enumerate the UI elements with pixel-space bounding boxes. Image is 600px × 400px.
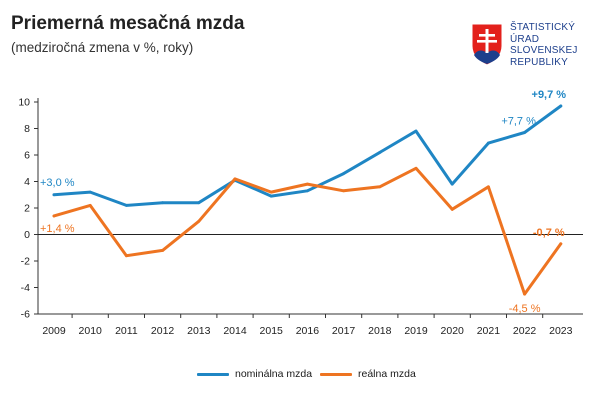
legend-item-nominal: nominálna mzda xyxy=(197,368,312,380)
data-point-real xyxy=(523,292,526,296)
legend: nominálna mzda reálna mzda xyxy=(0,368,600,384)
data-point-real xyxy=(414,166,418,170)
data-point-real xyxy=(269,190,273,194)
data-point-real xyxy=(306,182,309,186)
data-point-real xyxy=(161,249,165,252)
x-tick-label: 2009 xyxy=(42,325,66,337)
slovak-coat-of-arms-icon xyxy=(471,23,503,66)
statistical-office-logo: ŠTATISTICKÝ ÚRAD SLOVENSKEJ REPUBLIKY xyxy=(470,22,590,72)
y-tick-label: -6 xyxy=(21,309,30,321)
x-tick-label: 2022 xyxy=(513,325,537,337)
data-point-nominal xyxy=(523,131,526,134)
x-tick-label: 2014 xyxy=(223,325,247,337)
data-point-real xyxy=(342,189,345,193)
series-line-real xyxy=(52,166,563,296)
data-point-nominal xyxy=(306,189,309,193)
x-tick-label: 2019 xyxy=(404,325,428,337)
data-label: +3,0 % xyxy=(40,177,75,189)
logo-line: REPUBLIKY xyxy=(510,56,568,68)
x-tick-label: 2020 xyxy=(441,325,465,337)
data-point-real xyxy=(88,203,92,207)
x-tick-label: 2023 xyxy=(549,325,573,337)
x-tick-label: 2013 xyxy=(187,325,211,337)
data-point-nominal xyxy=(161,201,165,205)
data-point-nominal xyxy=(88,190,92,194)
data-point-real xyxy=(233,177,237,181)
data-point-nominal xyxy=(197,201,201,205)
x-tick-label: 2011 xyxy=(115,325,138,337)
legend-label-nominal: nominálna mzda xyxy=(235,368,313,380)
y-tick-label: 0 xyxy=(24,229,30,241)
y-tick-label: 6 xyxy=(24,150,30,162)
chart-subtitle: (medziročná zmena v %, roky) xyxy=(11,40,194,55)
logo-text: ŠTATISTICKÝ ÚRAD SLOVENSKEJ REPUBLIKY xyxy=(510,22,578,68)
data-point-nominal xyxy=(450,182,454,186)
chart-title: Priemerná mesačná mzda xyxy=(11,13,245,34)
y-tick-label: 10 xyxy=(18,97,30,109)
legend-swatch-nominal xyxy=(197,372,229,376)
data-label: -0,7 % xyxy=(533,227,565,239)
x-tick-label: 2016 xyxy=(296,325,320,337)
x-tick-label: 2015 xyxy=(260,325,284,337)
data-point-real xyxy=(487,185,490,189)
x-tick-label: 2012 xyxy=(151,325,175,337)
data-label: +1,4 % xyxy=(40,223,75,235)
x-tick-label: 2010 xyxy=(79,325,103,337)
data-point-nominal xyxy=(559,104,563,108)
data-point-nominal xyxy=(342,172,345,175)
data-point-real xyxy=(559,242,563,246)
legend-item-real: reálna mzda xyxy=(320,368,416,380)
x-tick-label: 2021 xyxy=(477,325,501,337)
data-point-nominal xyxy=(414,129,418,133)
data-point-real xyxy=(450,207,454,211)
x-tick-label: 2017 xyxy=(332,325,356,337)
y-tick-label: -4 xyxy=(21,282,30,294)
logo-line: SLOVENSKEJ xyxy=(510,45,578,56)
y-tick-label: 4 xyxy=(24,176,30,188)
data-point-nominal xyxy=(378,150,382,154)
data-point-nominal xyxy=(125,203,128,207)
y-tick-label: 8 xyxy=(24,123,30,135)
data-label: +9,7 % xyxy=(532,89,567,101)
data-point-real xyxy=(52,214,56,218)
logo-line: ŠTATISTICKÝ xyxy=(510,22,576,33)
data-point-nominal xyxy=(269,194,273,198)
x-tick-label: 2018 xyxy=(368,325,392,337)
data-label: +7,7 % xyxy=(501,115,536,127)
y-tick-label: -2 xyxy=(21,256,30,268)
data-point-real xyxy=(197,219,201,223)
data-label: -4,5 % xyxy=(509,303,541,315)
logo-line: ÚRAD xyxy=(510,33,540,45)
legend-swatch-real xyxy=(320,372,352,376)
data-point-nominal xyxy=(487,141,490,145)
data-point-real xyxy=(125,254,128,258)
y-tick-label: 2 xyxy=(24,203,30,215)
data-point-nominal xyxy=(52,193,56,197)
data-point-real xyxy=(378,185,382,189)
legend-label-real: reálna mzda xyxy=(358,368,416,380)
